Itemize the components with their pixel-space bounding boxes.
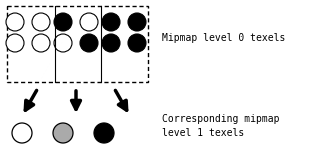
Circle shape (80, 34, 98, 52)
Circle shape (54, 34, 72, 52)
Text: Corresponding mipmap
level 1 texels: Corresponding mipmap level 1 texels (162, 114, 280, 138)
Circle shape (32, 13, 50, 31)
Bar (7, 6, 148, 82)
Circle shape (53, 123, 73, 143)
Circle shape (94, 123, 114, 143)
Circle shape (32, 34, 50, 52)
Circle shape (128, 13, 146, 31)
Circle shape (102, 13, 120, 31)
Text: Mipmap level 0 texels: Mipmap level 0 texels (162, 33, 285, 43)
Circle shape (128, 34, 146, 52)
Circle shape (80, 13, 98, 31)
Circle shape (6, 13, 24, 31)
Circle shape (54, 13, 72, 31)
Circle shape (102, 34, 120, 52)
Circle shape (12, 123, 32, 143)
Circle shape (6, 34, 24, 52)
